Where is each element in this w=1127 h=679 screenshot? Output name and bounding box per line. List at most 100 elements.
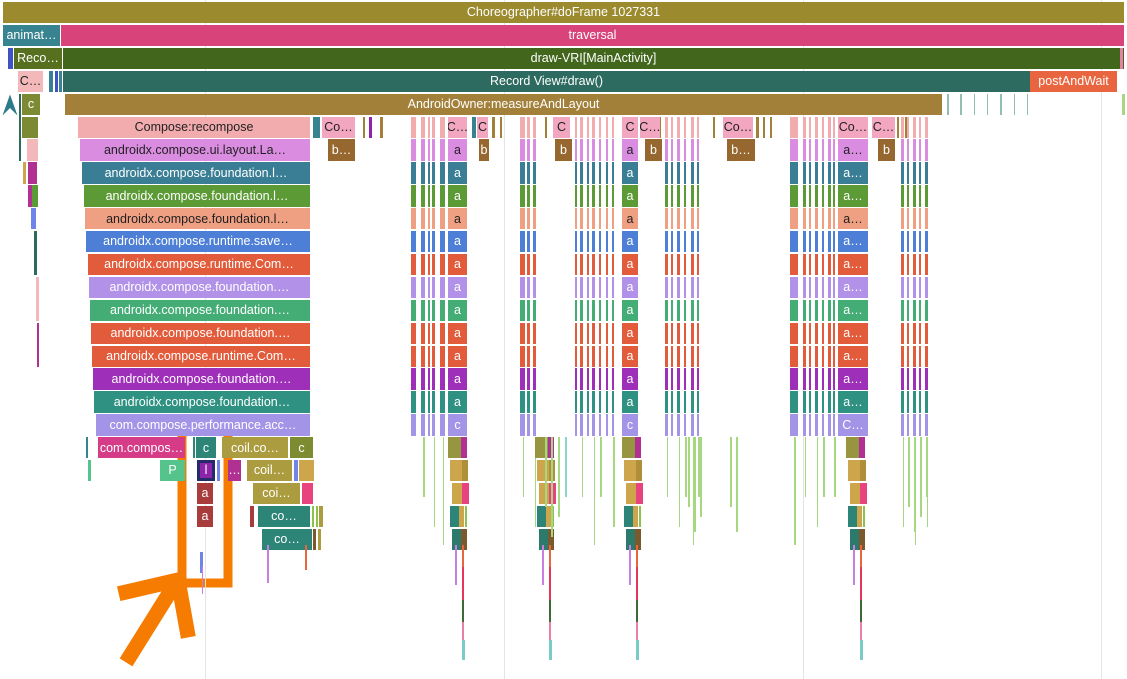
flame-slice[interactable] <box>913 116 916 138</box>
flame-slice[interactable]: androidx.compose.foundation.… <box>89 276 310 299</box>
flame-slice[interactable] <box>612 185 614 207</box>
flame-slice[interactable] <box>822 276 824 299</box>
flame-slice[interactable] <box>520 208 525 230</box>
flame-slice[interactable] <box>520 345 525 367</box>
flame-slice[interactable] <box>552 505 554 528</box>
flame-slice[interactable]: a <box>197 505 213 528</box>
flame-slice[interactable] <box>901 299 904 322</box>
flame-slice[interactable] <box>833 253 835 276</box>
flame-slice[interactable] <box>428 414 430 436</box>
flame-slice[interactable] <box>592 231 595 253</box>
flame-slice[interactable]: a <box>448 368 467 390</box>
flame-slice[interactable] <box>919 116 921 138</box>
flame-slice[interactable] <box>421 139 425 161</box>
flame-slice[interactable] <box>803 322 806 344</box>
flame-slice[interactable] <box>606 368 608 390</box>
flame-slice[interactable] <box>665 208 668 230</box>
flame-slice[interactable] <box>790 253 798 276</box>
flame-slice[interactable] <box>907 322 909 344</box>
flame-slice[interactable] <box>606 253 608 276</box>
flame-slice[interactable]: C… <box>18 70 43 93</box>
flame-slice[interactable] <box>421 253 425 276</box>
flame-slice[interactable] <box>833 414 835 436</box>
flame-slice[interactable]: a <box>622 185 638 207</box>
tail-line[interactable] <box>692 437 694 545</box>
flame-slice[interactable] <box>790 139 798 161</box>
tail-line[interactable] <box>666 437 668 497</box>
flame-slice[interactable] <box>913 368 916 390</box>
flame-slice[interactable] <box>803 276 806 299</box>
flame-slice[interactable] <box>27 139 38 161</box>
flame-slice[interactable]: C <box>622 116 638 138</box>
flame-slice[interactable] <box>684 414 686 436</box>
flame-slice[interactable] <box>913 391 916 413</box>
flame-slice[interactable]: androidx.compose.foundation.l… <box>84 185 310 207</box>
flame-slice[interactable] <box>897 116 899 138</box>
flame-slice[interactable] <box>919 276 921 299</box>
flame-slice[interactable] <box>527 368 530 390</box>
flame-slice[interactable] <box>677 414 680 436</box>
flame-slice[interactable] <box>1120 47 1123 70</box>
flame-slice[interactable] <box>790 322 798 344</box>
tail-line[interactable] <box>267 545 269 583</box>
flame-slice[interactable]: Co… <box>723 116 753 138</box>
flame-slice[interactable] <box>520 253 525 276</box>
flame-slice[interactable] <box>925 391 928 413</box>
flame-slice[interactable] <box>665 139 668 161</box>
flame-slice[interactable] <box>828 231 831 253</box>
flame-slice[interactable]: a <box>448 139 467 161</box>
flame-slice[interactable] <box>37 322 39 367</box>
flame-slice[interactable] <box>421 391 425 413</box>
flame-slice[interactable]: AndroidOwner:measureAndLayout <box>65 93 942 115</box>
flame-slice[interactable]: a… <box>838 162 868 184</box>
flame-slice[interactable] <box>833 139 835 161</box>
flame-slice[interactable] <box>539 482 549 505</box>
flame-slice[interactable] <box>803 231 806 253</box>
flame-slice[interactable] <box>697 185 699 207</box>
flame-slice[interactable] <box>803 253 806 276</box>
flame-slice[interactable] <box>665 162 668 184</box>
flame-slice[interactable] <box>421 208 425 230</box>
flame-slice[interactable] <box>440 345 445 367</box>
flame-slice[interactable] <box>461 437 467 459</box>
flame-slice[interactable] <box>500 116 502 138</box>
flame-slice[interactable]: a… <box>838 208 868 230</box>
flame-slice[interactable] <box>533 208 536 230</box>
flame-slice[interactable] <box>432 414 435 436</box>
flame-slice[interactable] <box>833 368 835 390</box>
flame-slice[interactable] <box>822 116 824 138</box>
flame-slice[interactable] <box>592 345 595 367</box>
flame-slice[interactable] <box>901 368 904 390</box>
flame-slice[interactable] <box>828 253 831 276</box>
flame-slice[interactable] <box>677 185 680 207</box>
flame-slice[interactable] <box>697 162 699 184</box>
tail-line[interactable] <box>816 437 818 527</box>
flame-slice[interactable] <box>677 345 680 367</box>
tail-line[interactable] <box>600 437 602 497</box>
flame-slice[interactable] <box>575 231 577 253</box>
flame-slice[interactable] <box>677 322 680 344</box>
flame-slice[interactable] <box>913 345 916 367</box>
flame-slice[interactable]: a… <box>838 231 868 253</box>
flame-slice[interactable] <box>925 116 928 138</box>
flame-slice[interactable] <box>533 391 536 413</box>
flame-slice[interactable]: c <box>196 437 216 459</box>
flame-slice[interactable] <box>452 528 461 551</box>
flame-slice[interactable] <box>462 482 469 505</box>
flame-slice[interactable] <box>520 185 525 207</box>
flame-slice[interactable] <box>901 322 904 344</box>
flame-slice[interactable] <box>465 505 467 528</box>
flame-slice[interactable] <box>828 162 831 184</box>
flame-slice[interactable] <box>432 299 435 322</box>
tail-line[interactable] <box>462 600 464 622</box>
flame-slice[interactable] <box>925 253 928 276</box>
flame-slice[interactable] <box>599 276 601 299</box>
flame-slice[interactable] <box>809 231 811 253</box>
flame-slice[interactable] <box>527 162 530 184</box>
flame-slice[interactable] <box>612 345 614 367</box>
tail-line[interactable] <box>902 437 904 527</box>
flame-slice[interactable]: co… <box>258 505 310 528</box>
flame-slice[interactable] <box>665 391 668 413</box>
flame-slice[interactable] <box>828 322 831 344</box>
flame-slice[interactable] <box>622 437 635 459</box>
